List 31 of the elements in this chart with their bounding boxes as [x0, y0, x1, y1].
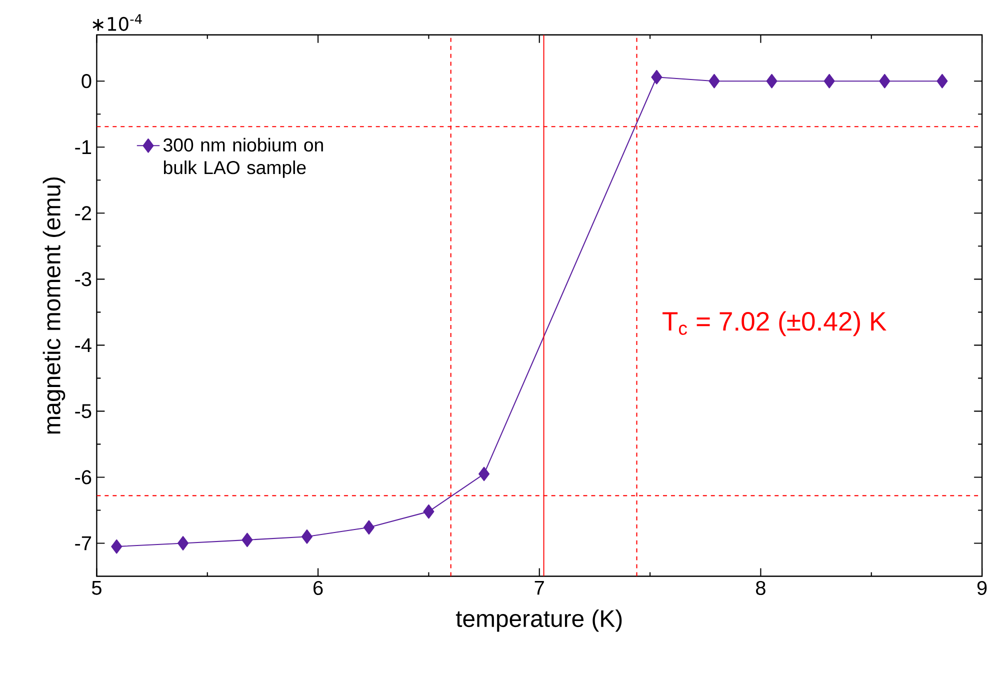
- text: ∗10$^{-4}$: [92, 14, 142, 31]
- y-tick-label: -4: [75, 338, 92, 352]
- y-tick-label: 0: [82, 74, 92, 88]
- x-axis-title: temperature (K): [456, 610, 622, 632]
- x-tick-label: 8: [756, 580, 766, 596]
- x-tick-label: 9: [977, 580, 987, 596]
- x-tick-label: 5: [92, 580, 102, 595]
- point: [651, 70, 662, 84]
- y-tick-label: -5: [75, 404, 92, 418]
- point: [824, 74, 835, 88]
- point: [766, 74, 778, 88]
- point: [879, 74, 890, 88]
- point: [708, 74, 720, 88]
- y-axis-title: magnetic moment (emu): [42, 177, 66, 434]
- y-tick-label: -6: [75, 470, 92, 484]
- point: [301, 529, 312, 544]
- point: [178, 536, 189, 550]
- point: [478, 466, 490, 482]
- y-tick-label: -1: [75, 140, 92, 154]
- x-tick-label: 6: [314, 580, 323, 596]
- y-tick-label: -2: [75, 206, 92, 220]
- point: [936, 74, 948, 88]
- y-tick-label: -3: [75, 272, 92, 286]
- point: [423, 504, 434, 519]
- annotation: T$_{c}$ = 7.02 (±0.42) K: [662, 311, 886, 336]
- point: [363, 520, 374, 535]
- y-tick-label: -7: [75, 536, 92, 550]
- legend-label: 300 nm niobium on bulk LAO sample: [163, 138, 323, 178]
- point: [242, 532, 253, 548]
- point: [111, 539, 122, 554]
- x-tick-label: 7: [534, 580, 544, 595]
